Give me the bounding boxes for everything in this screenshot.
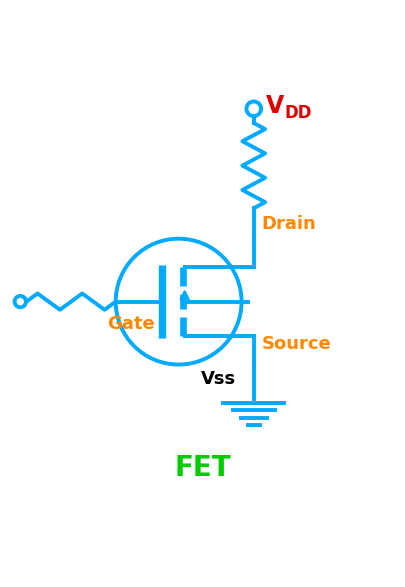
- Text: Drain: Drain: [261, 215, 316, 234]
- Text: Gate: Gate: [107, 315, 155, 333]
- Text: Vss: Vss: [200, 370, 236, 388]
- Text: V: V: [265, 93, 284, 117]
- Text: DD: DD: [284, 104, 311, 122]
- Text: Source: Source: [261, 335, 331, 353]
- Text: FET: FET: [174, 454, 231, 482]
